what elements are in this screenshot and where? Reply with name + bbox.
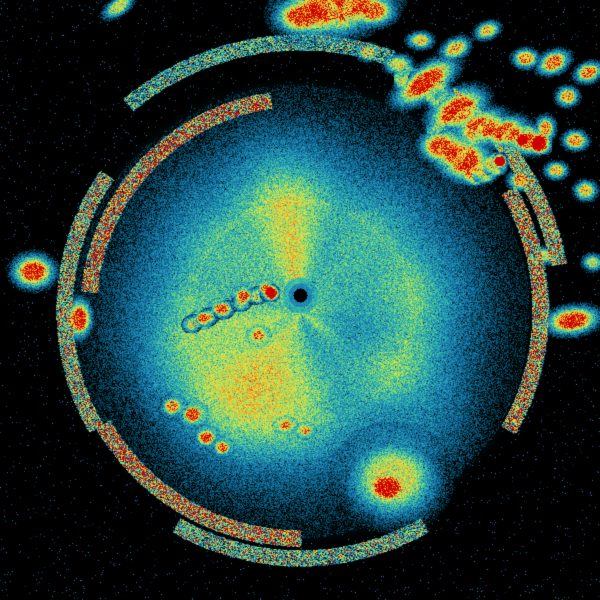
astronomy-image-viewport <box>0 0 600 600</box>
false-color-sky-map <box>0 0 600 600</box>
